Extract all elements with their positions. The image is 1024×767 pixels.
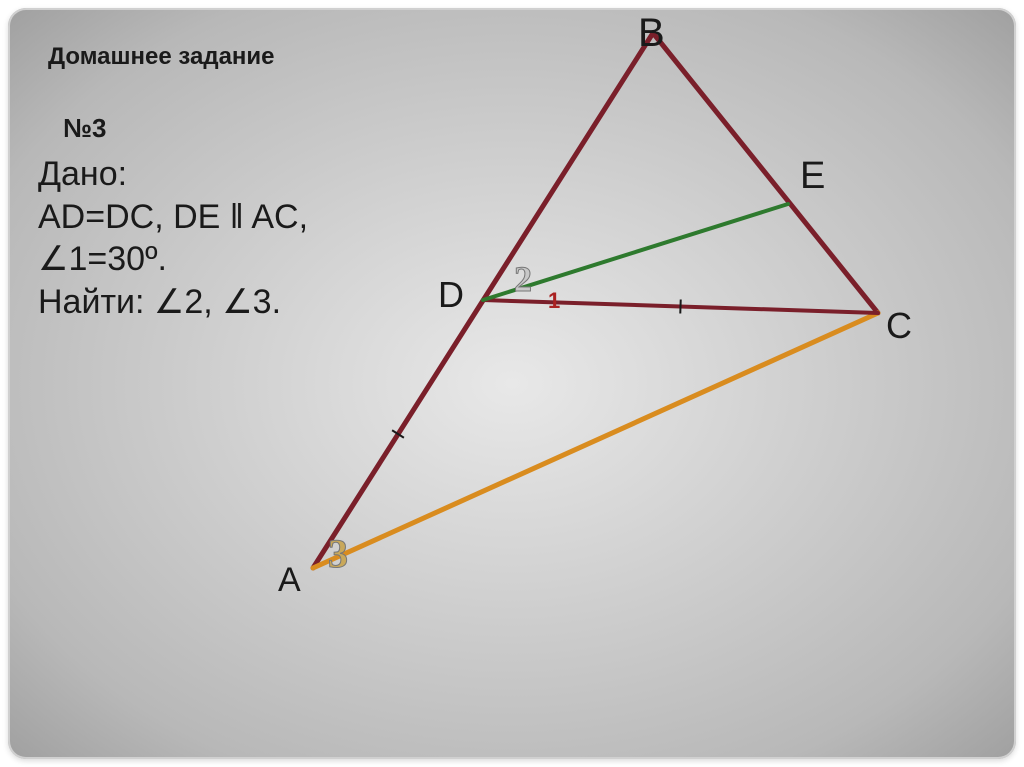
vertex-label-C: C	[886, 305, 912, 347]
angle-label-2: 2	[514, 258, 532, 300]
vertex-label-E: E	[800, 155, 825, 198]
edge-BC	[653, 33, 878, 313]
vertex-label-B: B	[638, 11, 665, 56]
angle-label-1: 1	[548, 288, 560, 314]
vertex-label-A: A	[278, 561, 301, 600]
slide-frame: Домашнее задание №3 Дано: AD=DC, DE ǁ AC…	[8, 8, 1016, 759]
vertex-label-D: D	[438, 274, 464, 316]
edge-AC	[313, 313, 878, 568]
geometry-diagram	[8, 8, 1016, 759]
angle-label-3: 3	[328, 530, 348, 577]
